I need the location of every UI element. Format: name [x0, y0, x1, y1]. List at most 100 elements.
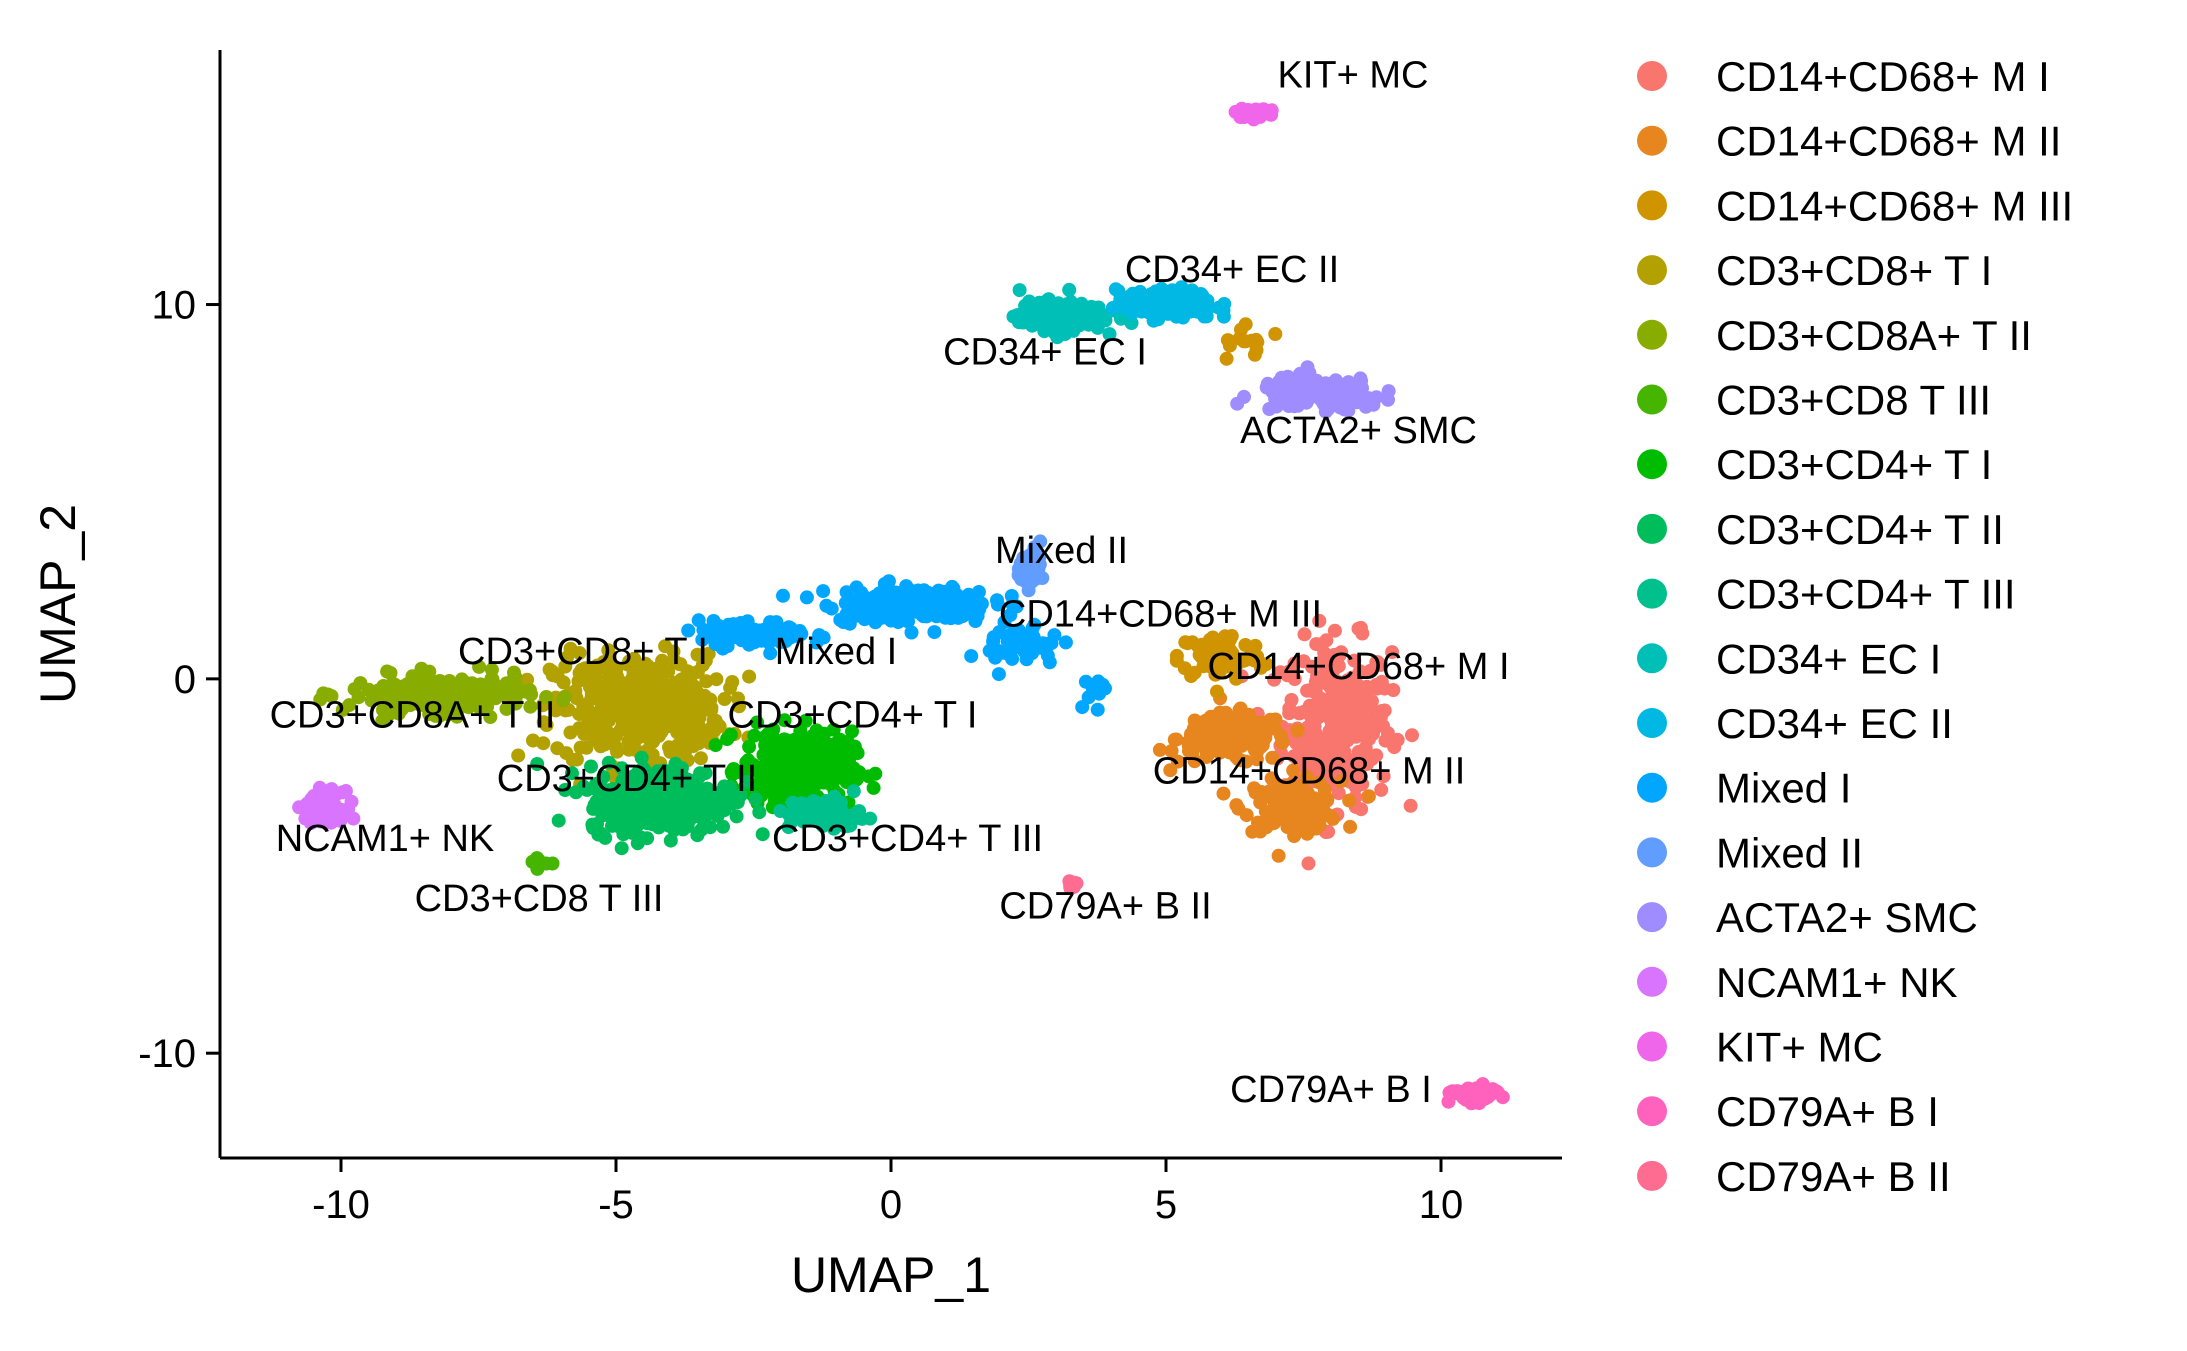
data-point [472, 659, 487, 674]
legend-label: CD34+ EC II [1716, 700, 1953, 747]
data-point [770, 734, 785, 749]
y-tick-label: 10 [152, 284, 197, 328]
data-point [866, 780, 881, 795]
data-point [756, 747, 771, 762]
data-point [599, 703, 614, 718]
data-point [1318, 731, 1333, 746]
legend-label: CD14+CD68+ M III [1716, 182, 2073, 229]
data-point [692, 720, 707, 735]
data-point [722, 780, 737, 795]
series-points-8 [773, 784, 878, 836]
data-point [1355, 777, 1370, 792]
data-point [1229, 798, 1244, 813]
data-point [1355, 699, 1370, 714]
data-point [693, 751, 708, 766]
data-point [361, 682, 376, 697]
cluster-label: KIT+ MC [1278, 54, 1429, 96]
data-point [806, 774, 821, 789]
data-point [1337, 744, 1352, 759]
series-points-11 [681, 574, 1112, 717]
data-point [476, 698, 491, 713]
data-point [789, 737, 804, 752]
data-point [414, 661, 429, 676]
data-point [550, 741, 565, 756]
data-point [342, 698, 357, 713]
data-point [829, 763, 843, 778]
legend-key [1637, 708, 1667, 738]
data-point [309, 800, 324, 815]
data-point [1307, 735, 1322, 750]
data-point [997, 615, 1012, 630]
data-point [628, 733, 643, 747]
legend-item: CD34+ EC I [1637, 635, 1941, 682]
data-point [1333, 676, 1348, 691]
cluster-label: CD3+CD8+ T I [458, 631, 708, 673]
legend-key [1637, 255, 1667, 286]
legend: CD14+CD68+ M I CD14+CD68+ M II CD14+CD68+ … [1637, 53, 2073, 1200]
data-point [1324, 657, 1339, 672]
series-points-12 [1011, 534, 1050, 598]
series-points-4 [313, 659, 572, 728]
data-point [1230, 715, 1245, 730]
data-point [617, 792, 632, 807]
data-point [1247, 781, 1262, 796]
legend-label: CD79A+ B II [1716, 1153, 1951, 1200]
data-point [785, 795, 800, 810]
data-point [1210, 684, 1224, 699]
data-point [1327, 623, 1342, 638]
data-point [1180, 293, 1195, 308]
data-point [773, 804, 788, 818]
data-point [1163, 763, 1178, 778]
data-point [379, 699, 394, 714]
data-point [1151, 312, 1166, 327]
data-point [1345, 670, 1360, 685]
data-point [584, 759, 598, 774]
data-point [1221, 724, 1236, 739]
data-point [1247, 653, 1262, 668]
data-point [595, 721, 610, 735]
data-point [1211, 300, 1226, 315]
data-point [1373, 710, 1388, 725]
data-point [463, 688, 478, 703]
data-point [1297, 627, 1312, 642]
data-point [1369, 390, 1384, 405]
data-point [861, 769, 876, 784]
cluster-label: CD3+CD4+ T III [772, 818, 1043, 860]
data-point [1018, 298, 1033, 313]
data-point [1031, 304, 1046, 319]
data-point [1149, 299, 1164, 314]
data-point [508, 696, 523, 711]
legend-label: CD3+CD8A+ T II [1716, 312, 2032, 359]
data-point [1343, 819, 1358, 834]
data-point [545, 856, 560, 871]
data-point [530, 757, 545, 771]
legend-key [1637, 643, 1667, 674]
data-point [845, 724, 859, 739]
data-point [745, 624, 760, 639]
data-point [1025, 621, 1040, 636]
x-tick-label: 10 [1419, 1183, 1464, 1227]
data-point [891, 596, 906, 611]
data-point [1305, 659, 1319, 674]
data-point [990, 593, 1004, 608]
data-point [804, 812, 819, 827]
data-point [809, 635, 824, 650]
data-point [609, 661, 624, 676]
data-point [1102, 327, 1117, 342]
legend-label: Mixed I [1716, 765, 1851, 812]
legend-key [1637, 125, 1667, 156]
data-point [335, 785, 350, 800]
data-point [1058, 635, 1073, 650]
data-point [1264, 771, 1279, 786]
data-point [1390, 732, 1405, 747]
legend-label: CD3+CD4+ T I [1716, 441, 1992, 488]
data-point [536, 715, 551, 730]
data-point [536, 736, 551, 751]
data-point [1025, 644, 1040, 658]
data-point [766, 722, 781, 737]
data-point [654, 804, 669, 819]
data-point [1242, 104, 1257, 119]
cluster-label: ACTA2+ SMC [1240, 410, 1477, 452]
data-point [1282, 796, 1297, 811]
